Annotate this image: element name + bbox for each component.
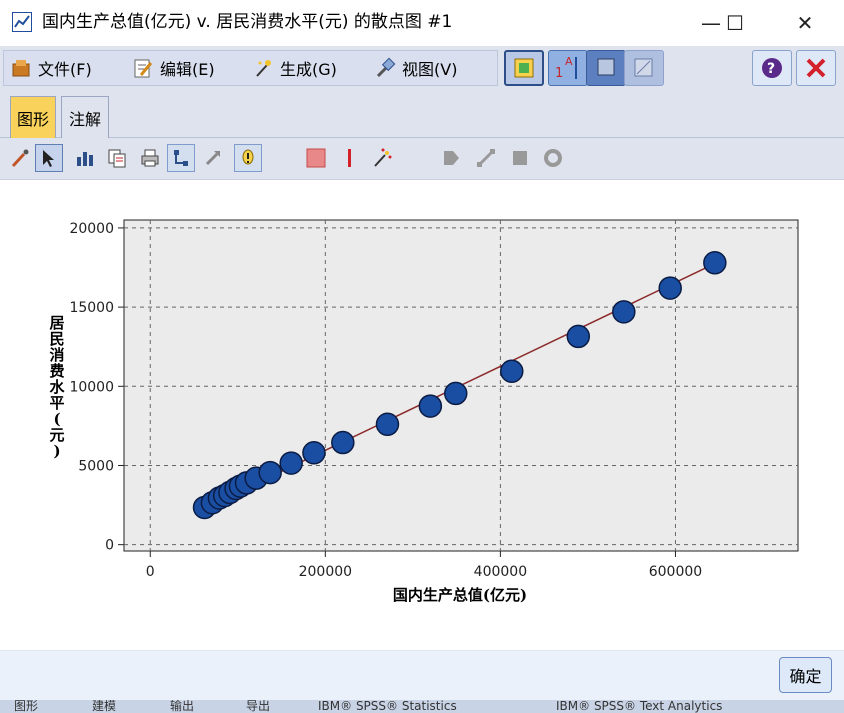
data-point[interactable] [658,276,682,300]
menu-generate[interactable]: 生成(G) [252,54,337,82]
rectangle-select-icon[interactable] [302,144,330,172]
svg-text:1: 1 [555,66,563,81]
data-point[interactable] [443,381,468,406]
tab-annotation[interactable]: 注解 [61,96,109,138]
tab-bar [0,92,844,138]
data-point[interactable] [566,324,591,349]
data-point[interactable] [500,359,524,383]
y-tick-label: 15000 [69,300,114,316]
y-tick-label: 5000 [78,458,114,474]
menu-zone [3,50,498,86]
square-shape-icon[interactable] [506,144,534,172]
menu-edit[interactable]: 编辑(E) [132,54,215,82]
tab-graph[interactable]: 图形 [10,96,56,138]
line-select-icon[interactable] [336,144,364,172]
dialog-footer [0,650,844,700]
y-tick-label: 20000 [69,221,114,237]
taskbar-item-output[interactable]: 输出 [170,700,195,713]
scatterplot-app-icon [12,12,32,32]
diagonal-icon[interactable] [472,144,500,172]
node-shape-icon[interactable] [438,144,466,172]
print-icon[interactable] [136,144,164,172]
copy-chart-icon[interactable] [103,144,131,172]
y-tick-label: 0 [105,538,114,554]
data-point[interactable] [375,412,400,437]
taskbar-item-export[interactable]: 导出 [246,700,271,713]
menu-file[interactable]: 文件(F) [10,54,92,82]
chart-type-icon[interactable] [71,144,99,172]
help-button[interactable]: ? [752,50,792,86]
window-title: 国内生产总值(亿元) v. 居民消费水平(元) 的散点图 #1 [42,12,453,32]
svg-text:A: A [565,55,573,68]
view-icon [374,57,396,79]
x-axis-label: 国内生产总值(亿元) [393,586,527,604]
taskbar-item-modeling[interactable]: 建模 [92,700,117,713]
y-axis-label: 居民消费水平(元) [49,314,65,460]
circle-shape-icon[interactable] [539,144,567,172]
chart-toolbar [0,138,844,180]
maximize-button[interactable]: ☐ [726,11,744,35]
frame-toggle-button[interactable] [586,50,626,86]
pointer-icon[interactable] [35,144,63,172]
ok-button[interactable]: 确定 [779,657,832,693]
close-dialog-button[interactable] [796,50,836,86]
title-bar [0,0,844,46]
edit-icon [132,57,154,79]
taskbar-strip: 图形 建模 输出 导出 IBM® SPSS® Statistics IBM® S… [0,700,844,713]
chart-area: 0 200000 400000 600000 0 5000 10000 15000 20000 … [0,180,844,650]
x-tick-label: 600000 [649,564,702,580]
data-point[interactable] [612,300,636,324]
menu-view[interactable]: 视图(V) [374,54,457,82]
minimize-button[interactable]: — [701,11,721,35]
zoom-arrow-icon[interactable] [199,144,227,172]
magic-wand-icon[interactable] [368,144,396,172]
menu-edit-label: 编辑(E) [160,60,215,79]
axis-toggle-button[interactable] [624,50,664,86]
taskbar-item-statistics[interactable]: IBM® SPSS® Statistics [318,700,457,713]
data-point[interactable] [331,430,355,455]
data-point[interactable] [279,451,303,475]
taskbar-item-graph[interactable]: 图形 [14,700,39,713]
link-nodes-icon[interactable] [167,144,195,172]
taskbar-item-text-analytics[interactable]: IBM® SPSS® Text Analytics [556,700,723,713]
folder-icon [10,57,32,79]
data-point[interactable] [302,441,326,465]
brush-icon[interactable] [6,144,34,172]
x-tick-label: 0 [146,564,155,580]
menu-view-label: 视图(V) [402,60,458,79]
x-tick-label: 400000 [474,564,527,580]
scatter-chart: 0 200000 400000 60000005000100001500020000 … [49,219,799,604]
menu-generate-label: 生成(G) [280,60,337,79]
x-tick-label: 200000 [299,564,352,580]
explore-mode-button[interactable] [504,50,544,86]
svg-text:?: ? [767,61,775,77]
close-button[interactable]: ✕ [796,11,814,35]
y-tick-label: 10000 [69,379,114,395]
data-point[interactable] [703,251,727,275]
highlight-icon[interactable] [234,144,262,172]
data-point[interactable] [418,394,443,418]
menu-file-label: 文件(F) [38,60,92,79]
generate-icon [252,57,274,79]
data-point[interactable] [258,460,282,485]
